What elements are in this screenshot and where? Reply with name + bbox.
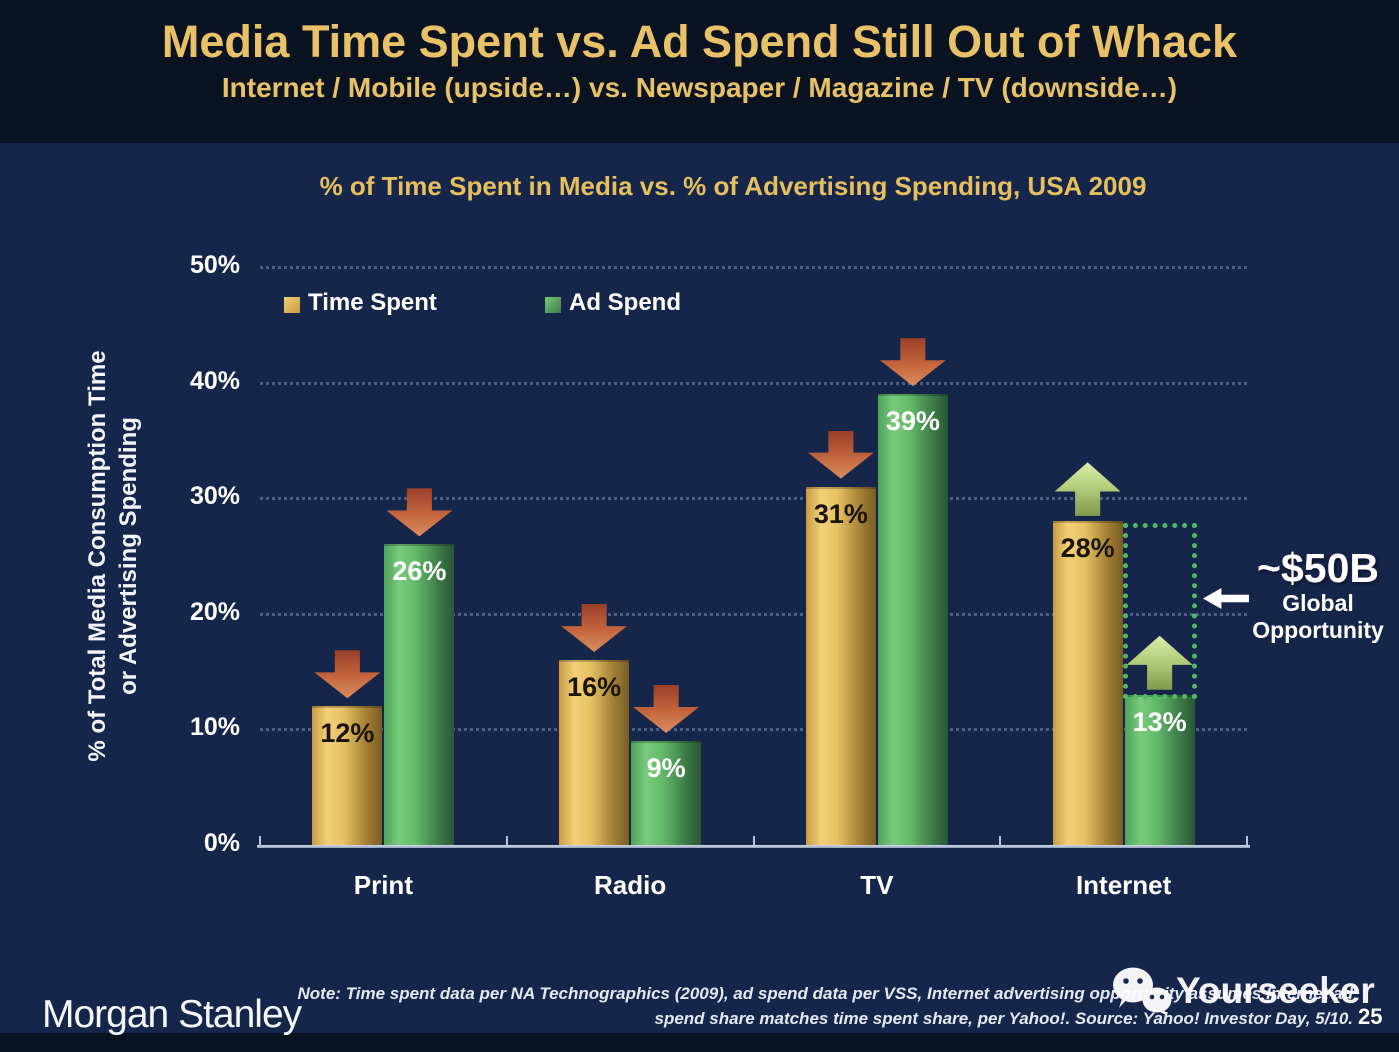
- bar-internet-ad-spend: 13%: [1124, 694, 1195, 845]
- legend-label-time-spent: Time Spent: [308, 289, 437, 316]
- y-tick-label-0%: 0%: [203, 829, 240, 857]
- legend-label-ad-spend: Ad Spend: [569, 289, 681, 316]
- x-axis-tick: [505, 836, 508, 847]
- opportunity-dotted-box: [1122, 523, 1197, 699]
- watermark: Yourseeker: [1112, 966, 1375, 1016]
- y-axis-title: % of Total Media Consumption Time or Adv…: [82, 350, 144, 761]
- category-label-print: Print: [353, 870, 413, 900]
- source-note-line2: spend share matches time spent share, pe…: [654, 1009, 1354, 1028]
- category-label-tv: TV: [860, 870, 894, 900]
- bar-internet-time-spent: 28%: [1052, 521, 1123, 845]
- bar-radio-time-spent: 16%: [559, 660, 630, 845]
- bar-value-label: 13%: [1132, 706, 1187, 737]
- gridline-10pct: [260, 728, 1247, 732]
- gridline-40pct: [260, 381, 1247, 385]
- bar-value-label: 16%: [567, 672, 622, 703]
- bar-radio-ad-spend: 9%: [631, 740, 702, 845]
- category-label-radio: Radio: [594, 870, 667, 900]
- wechat-icon: [1113, 967, 1172, 1016]
- bar-value-label: 26%: [392, 556, 447, 587]
- y-tick-label-20%: 20%: [189, 597, 240, 626]
- y-axis-title-line1: % of Total Media Consumption Time: [84, 350, 111, 762]
- watermark-text: Yourseeker: [1176, 970, 1375, 1011]
- bar-print-time-spent: 12%: [312, 706, 383, 845]
- y-tick-label-30%: 30%: [189, 482, 240, 511]
- bar-tv-time-spent: 31%: [805, 486, 876, 845]
- legend-swatch-ad-spend: [545, 297, 561, 313]
- y-tick-label-50%: 50%: [189, 250, 240, 279]
- bar-value-label: 31%: [813, 498, 868, 529]
- opportunity-headline: ~$50B: [1257, 545, 1379, 591]
- footer-band: [0, 1033, 1399, 1052]
- y-axis-title-line2: or Advertising Spending: [115, 417, 142, 695]
- bar-value-label: 12%: [320, 718, 375, 749]
- gridline-30pct: [260, 497, 1247, 501]
- slide-subtitle: Internet / Mobile (upside…) vs. Newspape…: [221, 72, 1178, 103]
- gridline-50pct: [260, 265, 1247, 269]
- x-axis-tick: [999, 836, 1002, 847]
- source-note-line1: Note: Time spent data per NA Technograph…: [297, 984, 1354, 1003]
- opportunity-annotation: ~$50B Global Opportunity: [1243, 546, 1393, 644]
- slide-title: Media Time Spent vs. Ad Spend Still Out …: [161, 16, 1238, 67]
- chart-title: % of Time Spent in Media vs. % of Advert…: [319, 171, 1147, 201]
- x-axis-tick: [259, 836, 261, 847]
- bar-value-label: 9%: [646, 752, 686, 783]
- x-axis-tick: [752, 836, 755, 847]
- gridline-20pct: [260, 612, 1247, 616]
- y-tick-label-40%: 40%: [189, 366, 240, 395]
- bar-value-label: 39%: [885, 406, 940, 437]
- page-number: 25: [1358, 1004, 1383, 1029]
- opportunity-line1: Global: [1282, 590, 1354, 616]
- opportunity-line2: Opportunity: [1252, 617, 1384, 643]
- category-label-internet: Internet: [1075, 870, 1172, 900]
- bar-print-ad-spend: 26%: [384, 544, 455, 845]
- bar-tv-ad-spend: 39%: [877, 394, 948, 845]
- bar-value-label: 28%: [1060, 533, 1115, 564]
- morgan-stanley-logo: Morgan Stanley: [42, 993, 302, 1036]
- source-note: Note: Time spent data per NA Technograph…: [293, 981, 1354, 1031]
- x-axis-tick: [1246, 836, 1248, 847]
- chart-panel: [0, 143, 1399, 1033]
- legend-swatch-time-spent: [284, 297, 300, 313]
- y-tick-label-10%: 10%: [189, 713, 240, 742]
